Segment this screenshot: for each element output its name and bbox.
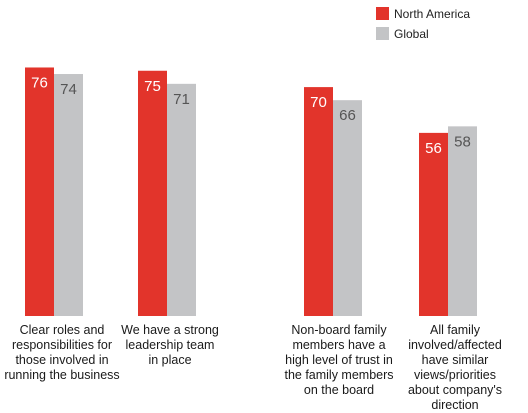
data-label-north-america-1: 76: [31, 74, 48, 91]
category-label-line: have similar: [421, 353, 489, 367]
legend-swatch-north-america: [376, 7, 389, 20]
category-label-line: We have a strong: [121, 323, 219, 337]
category-label-line: the family members: [284, 368, 394, 382]
data-label-global-3: 66: [339, 107, 356, 124]
bar-global-2: [167, 83, 196, 316]
data-label-north-america-4: 56: [425, 140, 442, 157]
category-label-line: high level of trust in: [285, 353, 393, 367]
category-label-2: We have a strong leadership team in place: [112, 323, 228, 368]
category-label-line: members have a: [292, 338, 386, 352]
bar-global-3: [333, 100, 362, 317]
category-label-line: All family: [429, 323, 480, 337]
data-label-north-america-3: 70: [310, 94, 327, 111]
category-label-line: responsibilities for: [11, 338, 113, 352]
category-label-line: Clear roles and: [19, 323, 105, 337]
category-label-line: leadership team: [125, 338, 215, 352]
bar-north-america-4: [419, 132, 448, 316]
bar-north-america-1: [25, 67, 54, 316]
category-label-line: running the business: [4, 368, 120, 382]
data-label-global-2: 71: [173, 91, 190, 108]
bars-group: [25, 67, 477, 317]
bar-global-1: [54, 74, 83, 317]
legend-swatch-global: [376, 27, 389, 40]
category-label-line: involved/affected: [408, 338, 502, 352]
category-label-line: on the board: [303, 383, 375, 397]
legend: North America Global: [376, 7, 470, 41]
category-label-line: about company's: [407, 383, 503, 397]
category-label-line: Non-board family: [291, 323, 387, 337]
data-label-global-1: 74: [60, 81, 77, 98]
bar-north-america-2: [138, 70, 167, 316]
category-label-line: those involved in: [15, 353, 109, 367]
category-label-3: Non-board family members have a high level…: [281, 323, 397, 398]
data-label-global-4: 58: [454, 133, 471, 150]
legend-label-north-america: North America: [394, 7, 470, 21]
category-label-4: All family involved/affected have similar v…: [397, 323, 513, 413]
bar-global-4: [448, 126, 477, 316]
data-labels-group: 76 75 70 56 74 71 66 58: [31, 74, 471, 156]
category-label-line: views/priorities: [414, 368, 496, 382]
category-label-line: in place: [148, 353, 192, 367]
legend-label-global: Global: [394, 27, 429, 41]
bar-north-america-3: [304, 87, 333, 316]
category-label-1: Clear roles and responsibilities for those…: [4, 323, 120, 383]
data-label-north-america-2: 75: [144, 78, 161, 95]
category-label-line: direction: [431, 398, 479, 412]
